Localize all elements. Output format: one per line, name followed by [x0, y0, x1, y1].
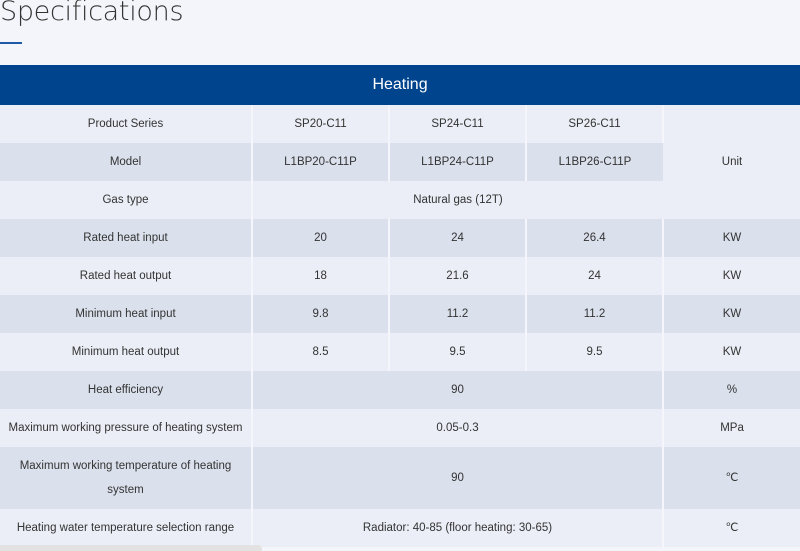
unit-cell: KW — [663, 257, 800, 295]
partial-overlay — [0, 545, 262, 551]
value-cell: 11.2 — [389, 295, 527, 333]
unit-cell: ℃ — [663, 447, 800, 509]
table-row: Heating water temperature selection rang… — [0, 509, 800, 547]
table-row: Heat efficiency 90 % — [0, 371, 800, 409]
model-cell: L1BP20-C11P — [252, 143, 390, 181]
section-title: Heating — [0, 65, 800, 105]
row-label: Gas type — [0, 181, 253, 219]
unit-cell: KW — [663, 333, 800, 371]
unit-header: Unit — [663, 105, 800, 219]
unit-cell: % — [663, 371, 800, 409]
row-label: Rated heat output — [0, 257, 253, 295]
value-cell: 90 — [252, 447, 664, 509]
value-cell: 26.4 — [526, 219, 664, 257]
unit-cell: KW — [663, 295, 800, 333]
table-row: Rated heat output 18 21.6 24 KW — [0, 257, 800, 295]
value-cell: 90 — [252, 371, 664, 409]
value-cell: Radiator: 40-85 (floor heating: 30-65) — [252, 509, 664, 547]
value-cell: 24 — [389, 219, 527, 257]
table-row: Minimum heat input 9.8 11.2 11.2 KW — [0, 295, 800, 333]
row-label: Maximum working temperature of heating s… — [0, 447, 253, 509]
row-label: Minimum heat output — [0, 333, 253, 371]
row-label: Model — [0, 143, 253, 181]
table-row: Product Series SP20-C11 SP24-C11 SP26-C1… — [0, 105, 800, 219]
value-cell: 24 — [526, 257, 664, 295]
unit-cell: KW — [663, 219, 800, 257]
value-cell: 0.05-0.3 — [252, 409, 664, 447]
value-cell: 20 — [252, 219, 390, 257]
value-cell: 21.6 — [389, 257, 527, 295]
table-row: Maximum working temperature of heating s… — [0, 447, 800, 509]
table-row: Maximum working pressure of heating syst… — [0, 409, 800, 447]
model-cell: L1BP26-C11P — [526, 143, 663, 181]
unit-cell: MPa — [663, 409, 800, 447]
row-label: Rated heat input — [0, 219, 253, 257]
unit-cell: ℃ — [663, 509, 800, 547]
model-cell: L1BP24-C11P — [389, 143, 527, 181]
row-label: Heating water temperature selection rang… — [0, 509, 253, 547]
table-header-row: Heating — [0, 65, 800, 105]
page-title: Specifications — [0, 0, 184, 27]
value-cell: 18 — [252, 257, 390, 295]
row-label: Product Series — [0, 105, 253, 143]
title-underline — [0, 42, 22, 44]
gas-value: Natural gas (12T) — [252, 181, 663, 219]
series-cell: SP20-C11 — [252, 105, 390, 143]
table-row: Minimum heat output 8.5 9.5 9.5 KW — [0, 333, 800, 371]
specifications-table: Heating Product Series SP20-C11 SP24-C11… — [0, 65, 800, 547]
value-cell: 11.2 — [526, 295, 664, 333]
table-row: Model L1BP20-C11P L1BP24-C11P L1BP26-C11… — [0, 143, 800, 181]
row-label: Maximum working pressure of heating syst… — [0, 409, 253, 447]
value-cell: 8.5 — [252, 333, 390, 371]
series-cell: SP24-C11 — [389, 105, 527, 143]
row-label: Minimum heat input — [0, 295, 253, 333]
series-cell: SP26-C11 — [526, 105, 664, 143]
value-cell: 9.5 — [526, 333, 664, 371]
table-row: Rated heat input 20 24 26.4 KW — [0, 219, 800, 257]
row-label: Heat efficiency — [0, 371, 253, 409]
value-cell: 9.5 — [389, 333, 527, 371]
table-row: Gas type Natural gas (12T) — [0, 181, 800, 219]
value-cell: 9.8 — [252, 295, 390, 333]
